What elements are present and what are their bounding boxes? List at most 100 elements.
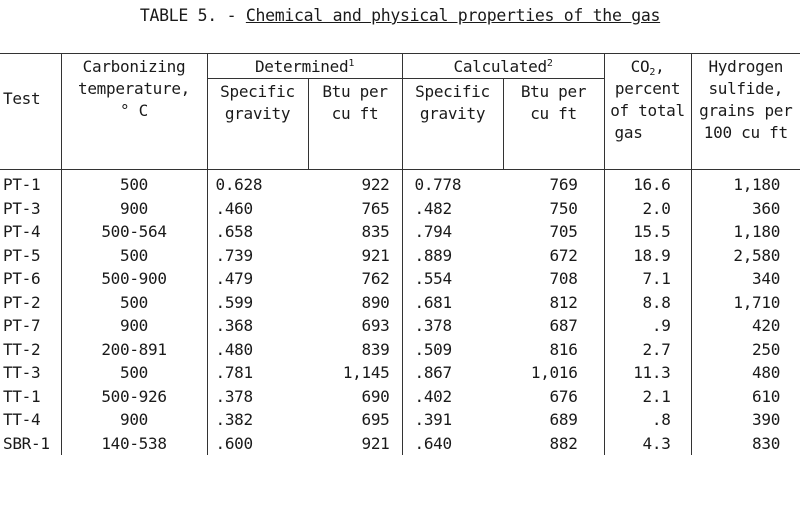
header-calc-sg-line-1: Specific <box>415 82 490 101</box>
cell-test: TT-1 <box>0 384 62 408</box>
cell-co2: .8 <box>604 408 692 432</box>
cell-calc-specific-gravity: .402 <box>414 386 453 406</box>
table-row: PT-7 900 .368 693 .378 687 .9 420 <box>0 314 800 338</box>
cell-temperature: 500 <box>61 290 208 314</box>
cell-det-specific-gravity: .479 <box>215 269 254 288</box>
cell-co2: 8.8 <box>604 290 692 314</box>
header-carbonizing: Carbonizing temperature, ° C <box>61 53 208 170</box>
cell-det-specific-gravity: .781 <box>215 363 254 382</box>
cell-calc-btu: 689 <box>503 408 605 432</box>
cell-det-btu: 921 <box>308 431 403 455</box>
header-calculated-footnote: 2 <box>546 58 553 69</box>
cell-h2s: 2,580 <box>733 245 781 265</box>
header-co2-line-4: gas <box>614 123 643 142</box>
table-row: PT-4 500-564 .658 835 .794 705 15.5 1,18… <box>0 220 800 244</box>
header-det-sg: Specific gravity <box>207 78 309 170</box>
header-det-sg-line-1: Specific <box>220 82 295 101</box>
cell-det-specific-gravity: .599 <box>215 292 254 312</box>
cell-det-specific-gravity: .382 <box>215 410 254 429</box>
cell-det-btu: 921 <box>308 243 403 267</box>
cell-co2: .9 <box>604 314 692 338</box>
header-co2-subscript: 2 <box>649 67 656 78</box>
cell-co2: 11.3 <box>604 361 692 385</box>
table-header: Test Carbonizing temperature, ° C Determ… <box>0 53 800 170</box>
header-determined-label: Determined <box>254 57 349 76</box>
cell-test: TT-3 <box>0 361 62 385</box>
table-title: TABLE 5. - Chemical and physical propert… <box>0 6 800 25</box>
cell-h2s: 250 <box>752 339 781 359</box>
cell-calc-btu: 816 <box>503 337 605 361</box>
cell-det-btu: 839 <box>308 337 403 361</box>
cell-det-btu: 762 <box>308 267 403 291</box>
cell-temperature: 140-538 <box>61 431 208 455</box>
header-calc-btu-line-1: Btu per <box>520 82 587 101</box>
table-row: TT-1 500-926 .378 690 .402 676 2.1 610 <box>0 384 800 408</box>
cell-h2s: 340 <box>752 269 781 288</box>
header-carbonizing-line-2: temperature, <box>78 79 190 98</box>
header-calc-sg-line-2: gravity <box>419 104 486 123</box>
cell-test: PT-2 <box>0 290 62 314</box>
header-det-btu: Btu per cu ft <box>308 78 403 170</box>
cell-calc-specific-gravity: .554 <box>414 269 453 288</box>
cell-det-btu: 835 <box>308 220 403 244</box>
cell-co2: 16.6 <box>604 169 692 197</box>
cell-det-btu: 765 <box>308 196 403 220</box>
header-h2s-line-4: 100 cu ft <box>703 123 788 142</box>
cell-det-specific-gravity: .480 <box>215 339 254 359</box>
cell-calc-btu: 687 <box>503 314 605 338</box>
header-h2s: Hydrogen sulfide, grains per 100 cu ft <box>691 53 800 170</box>
cell-calc-btu: 769 <box>503 169 605 197</box>
cell-calc-btu: 676 <box>503 384 605 408</box>
table-title-main: Chemical and physical properties of the … <box>245 6 661 25</box>
cell-det-specific-gravity: 0.628 <box>215 175 263 194</box>
cell-co2: 2.0 <box>604 196 692 220</box>
header-test: Test <box>0 53 62 170</box>
cell-h2s: 830 <box>752 433 781 453</box>
cell-calc-btu: 705 <box>503 220 605 244</box>
header-calc-btu: Btu per cu ft <box>503 78 605 170</box>
cell-temperature: 900 <box>61 408 208 432</box>
cell-det-specific-gravity: .368 <box>215 316 254 335</box>
cell-test: PT-1 <box>0 169 62 197</box>
header-det-btu-line-1: Btu per <box>322 82 388 101</box>
table-body: PT-1 500 0.628 922 0.778 769 16.6 1,180 … <box>0 169 800 455</box>
header-co2-line-1: CO2, <box>605 56 691 78</box>
cell-test: PT-4 <box>0 220 62 244</box>
cell-calc-specific-gravity: .482 <box>414 198 453 218</box>
cell-calc-specific-gravity: .640 <box>414 433 453 453</box>
cell-calc-btu: 750 <box>503 196 605 220</box>
cell-calc-btu: 812 <box>503 290 605 314</box>
cell-calc-specific-gravity: .867 <box>414 363 453 382</box>
cell-test: PT-6 <box>0 267 62 291</box>
header-co2: CO2, percent of total gas <box>604 53 692 170</box>
cell-co2: 7.1 <box>604 267 692 291</box>
cell-h2s: 1,710 <box>733 292 781 312</box>
cell-co2: 2.1 <box>604 384 692 408</box>
table-row: PT-6 500-900 .479 762 .554 708 7.1 340 <box>0 267 800 291</box>
cell-calc-specific-gravity: .378 <box>414 316 453 335</box>
cell-temperature: 500-900 <box>61 267 208 291</box>
table-row: PT-2 500 .599 890 .681 812 8.8 1,710 <box>0 290 800 314</box>
cell-h2s: 1,180 <box>733 222 781 241</box>
cell-calc-specific-gravity: .794 <box>414 222 453 241</box>
cell-calc-specific-gravity: .681 <box>414 292 453 312</box>
header-determined-footnote: 1 <box>348 58 355 69</box>
table-row: PT-1 500 0.628 922 0.778 769 16.6 1,180 <box>0 169 800 197</box>
cell-test: PT-7 <box>0 314 62 338</box>
header-carbonizing-line-1: Carbonizing <box>82 57 186 76</box>
properties-table: Test Carbonizing temperature, ° C Determ… <box>0 53 800 455</box>
header-co2-main: CO <box>630 57 650 76</box>
cell-co2: 18.9 <box>604 243 692 267</box>
header-calc-btu-line-2: cu ft <box>530 104 577 123</box>
cell-calc-btu: 708 <box>503 267 605 291</box>
cell-temperature: 500 <box>61 361 208 385</box>
cell-calc-btu: 882 <box>503 431 605 455</box>
cell-co2: 2.7 <box>604 337 692 361</box>
cell-temperature: 900 <box>61 314 208 338</box>
cell-temperature: 900 <box>61 196 208 220</box>
cell-calc-btu: 672 <box>503 243 605 267</box>
cell-det-btu: 1,145 <box>308 361 403 385</box>
table-row: PT-3 900 .460 765 .482 750 2.0 360 <box>0 196 800 220</box>
header-co2-line-3: of total <box>610 101 685 120</box>
header-calc-sg: Specific gravity <box>402 78 504 170</box>
